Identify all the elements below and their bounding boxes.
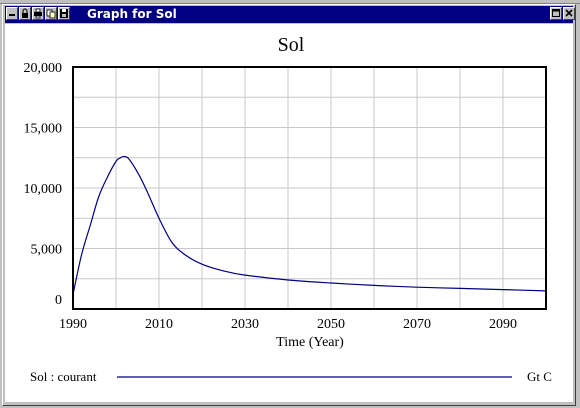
chart-title: Sol <box>278 34 305 56</box>
plot-frame <box>72 66 547 310</box>
x-tick-label: 2010 <box>145 317 173 332</box>
gridlines <box>73 67 546 309</box>
x-tick-label: 2070 <box>403 317 431 332</box>
save-icon[interactable] <box>58 7 70 20</box>
collapse-icon[interactable] <box>6 7 18 20</box>
x-tick-label: 2050 <box>317 317 345 332</box>
lock-icon[interactable] <box>19 7 31 20</box>
graph-area: Sol 1990 2010 2030 2050 2070 2090 0 5,000 10,000… <box>5 24 573 402</box>
restore-icon[interactable] <box>550 7 562 20</box>
window-title: Graph for Sol <box>87 7 177 21</box>
x-tick-label: 2030 <box>231 317 259 332</box>
x-tick-label: 1990 <box>59 317 87 332</box>
close-icon[interactable] <box>563 7 575 20</box>
line-chart: Sol 1990 2010 2030 2050 2070 2090 0 5,000 10,000… <box>24 34 547 378</box>
legend-series-label: Sol : courant <box>30 369 97 384</box>
axis-ticks: 1990 2010 2030 2050 2070 2090 0 5,000 10,000 15,0… <box>24 61 518 332</box>
x-axis-label: Time (Year) <box>276 335 344 350</box>
title-bar[interactable]: Graph for Sol <box>5 6 575 23</box>
graph-window: Graph for Sol Sol 1990 2010 2030 2050 2070 20… <box>2 4 576 406</box>
print-icon[interactable] <box>32 7 44 20</box>
legend-series-unit: Gt C <box>527 369 552 384</box>
y-tick-label: 10,000 <box>24 182 63 197</box>
series-line-sol <box>72 155 547 295</box>
x-tick-label: 2090 <box>489 317 517 332</box>
desktop-top-strip <box>0 0 580 4</box>
copy-icon[interactable] <box>45 7 57 20</box>
y-tick-label: 5,000 <box>31 243 63 258</box>
y-tick-label: 20,000 <box>24 61 63 76</box>
y-tick-label: 0 <box>55 293 62 308</box>
y-tick-label: 15,000 <box>24 122 63 137</box>
